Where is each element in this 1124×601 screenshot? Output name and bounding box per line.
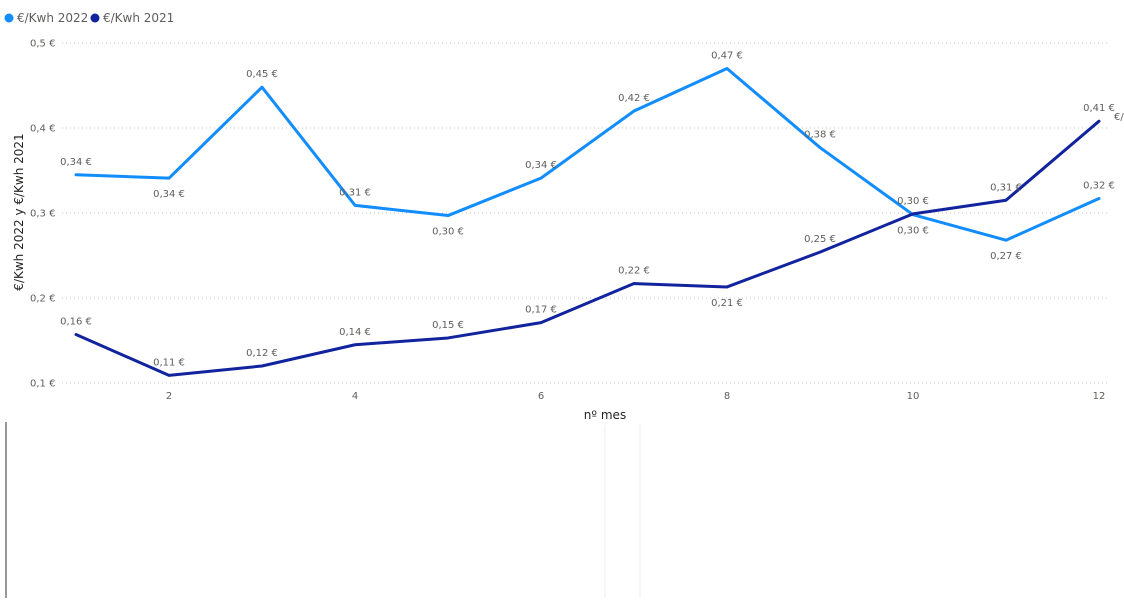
gridlines	[62, 42, 1110, 384]
legend-marker-2022	[4, 13, 14, 23]
data-label: 0,27 €	[990, 251, 1022, 262]
series-line-1	[74, 119, 1101, 377]
x-tick-label: 12	[1093, 391, 1106, 402]
x-axis-ticks: 2 4 6 8 10 12	[166, 391, 1106, 402]
data-labels: 0,34 € 0,34 € 0,45 € 0,31 € 0,30 € 0,34 € 0,42…	[60, 51, 1115, 369]
legend: €/Kwh 2022 €/Kwh 2021	[4, 11, 174, 25]
data-label: 0,30 €	[897, 226, 929, 237]
cut-off-label: €/	[1114, 112, 1124, 123]
data-label: 0,38 €	[804, 130, 836, 141]
data-label: 0,31 €	[339, 187, 371, 198]
legend-marker-2021	[90, 13, 100, 23]
data-label: 0,32 €	[1083, 181, 1115, 192]
x-tick-label: 8	[724, 391, 730, 402]
data-label: 0,34 €	[153, 189, 185, 200]
data-label: 0,34 €	[60, 157, 92, 168]
legend-label-2021: €/Kwh 2021	[103, 11, 174, 25]
y-tick-label: 0,2 €	[30, 294, 55, 305]
legend-label-2022: €/Kwh 2022	[17, 11, 88, 25]
y-tick-label: 0,4 €	[30, 124, 55, 135]
x-tick-label: 6	[538, 391, 544, 402]
series-lines	[74, 67, 1101, 377]
y-tick-label: 0,5 €	[30, 39, 55, 50]
y-tick-label: 0,1 €	[30, 379, 55, 390]
data-label: 0,30 €	[432, 227, 464, 238]
data-label: 0,17 €	[525, 305, 557, 316]
data-label: 0,34 €	[525, 160, 557, 171]
x-axis-title: nº mes	[584, 408, 626, 422]
data-label: 0,12 €	[246, 348, 278, 359]
x-tick-label: 10	[907, 391, 920, 402]
data-label: 0,21 €	[711, 298, 743, 309]
y-tick-label: 0,3 €	[30, 209, 55, 220]
data-label: 0,16 €	[60, 317, 92, 328]
data-label: 0,25 €	[804, 234, 836, 245]
data-label: 0,31 €	[990, 182, 1022, 193]
y-axis-ticks: 0,1 € 0,2 € 0,3 € 0,4 € 0,5 €	[30, 39, 55, 390]
data-label: 0,14 €	[339, 327, 371, 338]
data-label: 0,41 €	[1083, 103, 1115, 114]
y-axis-title: €/Kwh 2022 y €/Kwh 2021	[12, 133, 26, 290]
data-label: 0,42 €	[618, 93, 650, 104]
data-label: 0,15 €	[432, 320, 464, 331]
x-tick-label: 4	[352, 391, 358, 402]
series-line-0	[74, 67, 1101, 242]
data-label: 0,30 €	[897, 196, 929, 207]
data-label: 0,47 €	[711, 51, 743, 62]
data-label: 0,45 €	[246, 69, 278, 80]
x-tick-label: 2	[166, 391, 172, 402]
data-label: 0,11 €	[153, 357, 185, 368]
data-label: 0,22 €	[618, 266, 650, 277]
